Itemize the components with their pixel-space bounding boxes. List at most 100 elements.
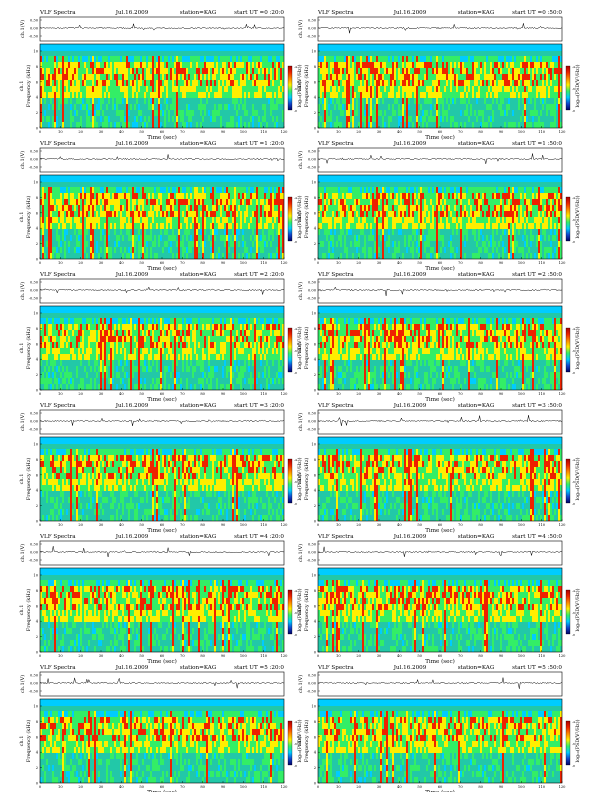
spectrogram-cell [192, 187, 194, 193]
spectrogram-cell [118, 241, 120, 247]
spectrogram-cell [116, 110, 118, 116]
spectrogram-cell [364, 247, 366, 253]
spectrogram-cell [94, 223, 96, 229]
spectrogram-cell [536, 62, 538, 68]
spectrogram-cell [262, 74, 264, 80]
spectrogram-cell [182, 92, 184, 98]
spectrogram-cell [78, 247, 80, 253]
spectrogram-cell [56, 199, 58, 205]
spectrogram-cell [342, 211, 344, 217]
spectrogram-cell [422, 229, 424, 235]
spectrogram-cell [420, 223, 422, 229]
spectrogram-cell [72, 68, 74, 74]
spectrogram-cell [484, 98, 486, 104]
spectrogram-cell [52, 253, 54, 259]
spectrogram-cell [130, 247, 132, 253]
spectrogram-cell [512, 62, 514, 68]
spectrogram-cell [496, 187, 498, 193]
spectrogram-cell [444, 86, 446, 92]
spectrogram-cell [224, 86, 226, 92]
spectrogram-cell [66, 56, 68, 62]
spectrogram-cell [270, 80, 272, 86]
spectrogram-cell [198, 223, 200, 229]
spectrogram-cell [202, 199, 204, 205]
spectrogram-cell [324, 205, 326, 211]
spectrogram-cell [256, 68, 258, 74]
spectrogram-cell [384, 110, 386, 116]
spectrogram-cell [358, 92, 360, 98]
spectrogram-cell [40, 104, 42, 110]
spectrogram-cell [374, 56, 376, 62]
spectrogram-cell [226, 187, 228, 193]
spectrogram-cell [470, 74, 472, 80]
spectrogram-cell [224, 80, 226, 86]
spectrogram-cell [450, 223, 452, 229]
spectrogram-cell [198, 86, 200, 92]
spectrogram-cell [424, 62, 426, 68]
spectrogram-cell [348, 211, 350, 217]
spectrogram-cell [172, 116, 174, 122]
spectrogram-cell [234, 104, 236, 110]
spectrogram-cell [426, 217, 428, 223]
spectrogram-cell [180, 223, 182, 229]
spectrogram-cell [210, 217, 212, 223]
spectrogram-cell [352, 110, 354, 116]
spectrogram-cell [210, 199, 212, 205]
spectrogram-cell [488, 211, 490, 217]
spectrogram-cell [332, 62, 334, 68]
spectrogram-cell [144, 253, 146, 259]
spectrogram-cell [406, 86, 408, 92]
spectrogram-cell [144, 223, 146, 229]
time-tick-label: 70 [180, 130, 185, 134]
spectrogram-top-band [318, 44, 562, 51]
spectrogram-cell [146, 205, 148, 211]
spectrogram-cell [356, 193, 358, 199]
spectrogram-cell [362, 98, 364, 104]
spectrogram-cell [176, 211, 178, 217]
spectrogram-cell [46, 92, 48, 98]
spectrogram-cell [388, 86, 390, 92]
spectrogram-cell [154, 199, 156, 205]
spectrogram-cell [330, 229, 332, 235]
spectrogram-cell [544, 217, 546, 223]
spectrogram-cell [342, 62, 344, 68]
spectrogram-cell [474, 229, 476, 235]
spectrogram-cell [522, 74, 524, 80]
spectrogram-cell [206, 56, 208, 62]
spectrogram-cell [370, 92, 372, 98]
spectrogram-cell [388, 116, 390, 122]
spectrogram-cell [362, 86, 364, 92]
spectrogram-cell [370, 193, 372, 199]
spectrogram-cell [78, 217, 80, 223]
spectrogram-cell [92, 241, 94, 247]
spectrogram-cell [510, 235, 512, 241]
spectrogram-cell [134, 223, 136, 229]
spectrogram-cell [70, 80, 72, 86]
spectrogram-cell [256, 211, 258, 217]
spectrogram-cell [180, 199, 182, 205]
spectrogram-cell [182, 247, 184, 253]
spectrogram-cell [78, 92, 80, 98]
spectrogram-cell [80, 86, 82, 92]
spectrogram-cell [252, 80, 254, 86]
spectrogram-cell [172, 211, 174, 217]
spectrogram-cell [464, 92, 466, 98]
spectrogram-cell [318, 199, 320, 205]
spectrogram-cell [160, 122, 162, 128]
spectrogram-cell [336, 80, 338, 86]
spectrogram-cell [174, 199, 176, 205]
spectrogram-cell [120, 92, 122, 98]
spectrogram-cell [66, 199, 68, 205]
spectrogram-cell [502, 56, 504, 62]
spectrogram-cell [126, 56, 128, 62]
spectrogram-cell [266, 86, 268, 92]
spectrogram-cell [464, 80, 466, 86]
spectrogram-cell [432, 193, 434, 199]
spectrogram-cell [528, 205, 530, 211]
spectrogram-cell [260, 241, 262, 247]
spectrogram-cell [452, 193, 454, 199]
spectrogram-cell [194, 74, 196, 80]
spectrogram-cell [364, 80, 366, 86]
spectrogram-cell [216, 62, 218, 68]
spectrogram-cell [136, 56, 138, 62]
